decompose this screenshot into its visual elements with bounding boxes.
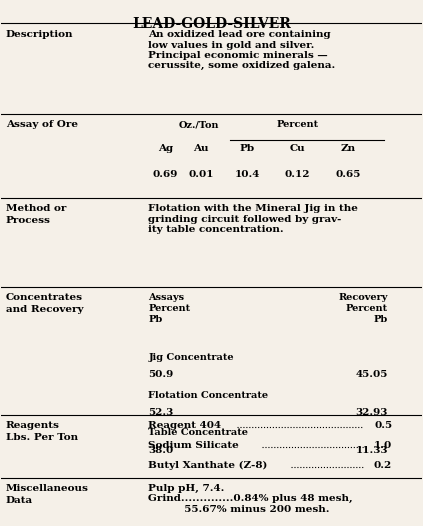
Text: LEAD-GOLD-SILVER: LEAD-GOLD-SILVER [132, 17, 291, 31]
Text: 10.4: 10.4 [234, 170, 260, 179]
Text: Assays
Percent
Pb: Assays Percent Pb [148, 293, 191, 324]
Text: Ag: Ag [158, 144, 173, 153]
Text: Cu: Cu [290, 144, 305, 153]
Text: Assay of Ore: Assay of Ore [5, 120, 77, 129]
Text: 0.01: 0.01 [188, 170, 214, 179]
Text: Jig Concentrate: Jig Concentrate [148, 353, 234, 362]
Text: Concentrates
and Recovery: Concentrates and Recovery [5, 293, 83, 313]
Text: Pulp pH, 7.4.
Grind..............0.84% plus 48 mesh,
          55.67% minus 200 : Pulp pH, 7.4. Grind..............0.84% p… [148, 484, 353, 513]
Text: 0.2: 0.2 [374, 461, 392, 470]
Text: 52.3: 52.3 [148, 408, 174, 417]
Text: Reagents
Lbs. Per Ton: Reagents Lbs. Per Ton [5, 421, 78, 442]
Text: 38.0: 38.0 [148, 446, 174, 454]
Text: Reagent 404: Reagent 404 [148, 421, 222, 430]
Text: Method or
Process: Method or Process [5, 205, 66, 225]
Text: 1.0: 1.0 [374, 441, 392, 450]
Text: 0.5: 0.5 [374, 421, 392, 430]
Text: Pb: Pb [240, 144, 255, 153]
Text: Table Concentrate: Table Concentrate [148, 428, 248, 437]
Text: 45.05: 45.05 [356, 370, 388, 379]
Text: Zn: Zn [341, 144, 356, 153]
Text: 0.69: 0.69 [153, 170, 178, 179]
Text: 0.65: 0.65 [335, 170, 361, 179]
Text: Flotation with the Mineral Jig in the
grinding circuit followed by grav-
ity tab: Flotation with the Mineral Jig in the gr… [148, 205, 358, 234]
Text: 0.12: 0.12 [285, 170, 310, 179]
Text: An oxidized lead ore containing
low values in gold and silver.
Principal economi: An oxidized lead ore containing low valu… [148, 30, 336, 70]
Text: Miscellaneous
Data: Miscellaneous Data [5, 484, 88, 504]
Text: Au: Au [193, 144, 209, 153]
Text: Description: Description [5, 30, 73, 39]
Text: Flotation Concentrate: Flotation Concentrate [148, 391, 269, 400]
Text: Butyl Xanthate (Z-8): Butyl Xanthate (Z-8) [148, 461, 268, 470]
Text: Percent: Percent [277, 120, 319, 129]
Text: 50.9: 50.9 [148, 370, 174, 379]
Text: Sodium Silicate: Sodium Silicate [148, 441, 239, 450]
Text: 11.33: 11.33 [355, 446, 388, 454]
Text: 32.93: 32.93 [356, 408, 388, 417]
Text: Recovery
Percent
Pb: Recovery Percent Pb [339, 293, 388, 324]
Text: Oz./Ton: Oz./Ton [179, 120, 219, 129]
